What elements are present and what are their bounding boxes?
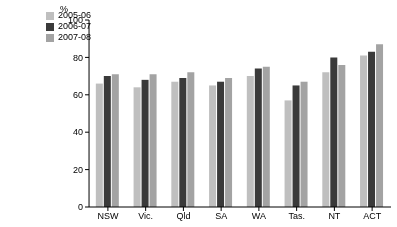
svg-text:60: 60 [73, 90, 83, 100]
svg-text:%: % [60, 4, 68, 14]
svg-text:Vic.: Vic. [138, 211, 153, 221]
svg-text:WA: WA [252, 211, 266, 221]
svg-text:Qld: Qld [176, 211, 190, 221]
svg-text:20: 20 [73, 165, 83, 175]
svg-text:ACT: ACT [363, 211, 382, 221]
svg-text:0: 0 [78, 202, 83, 212]
svg-text:Tas.: Tas. [288, 211, 305, 221]
svg-text:NT: NT [328, 211, 340, 221]
svg-text:100: 100 [68, 15, 83, 25]
svg-text:80: 80 [73, 53, 83, 63]
svg-text:SA: SA [215, 211, 227, 221]
svg-text:40: 40 [73, 127, 83, 137]
svg-text:NSW: NSW [97, 211, 119, 221]
